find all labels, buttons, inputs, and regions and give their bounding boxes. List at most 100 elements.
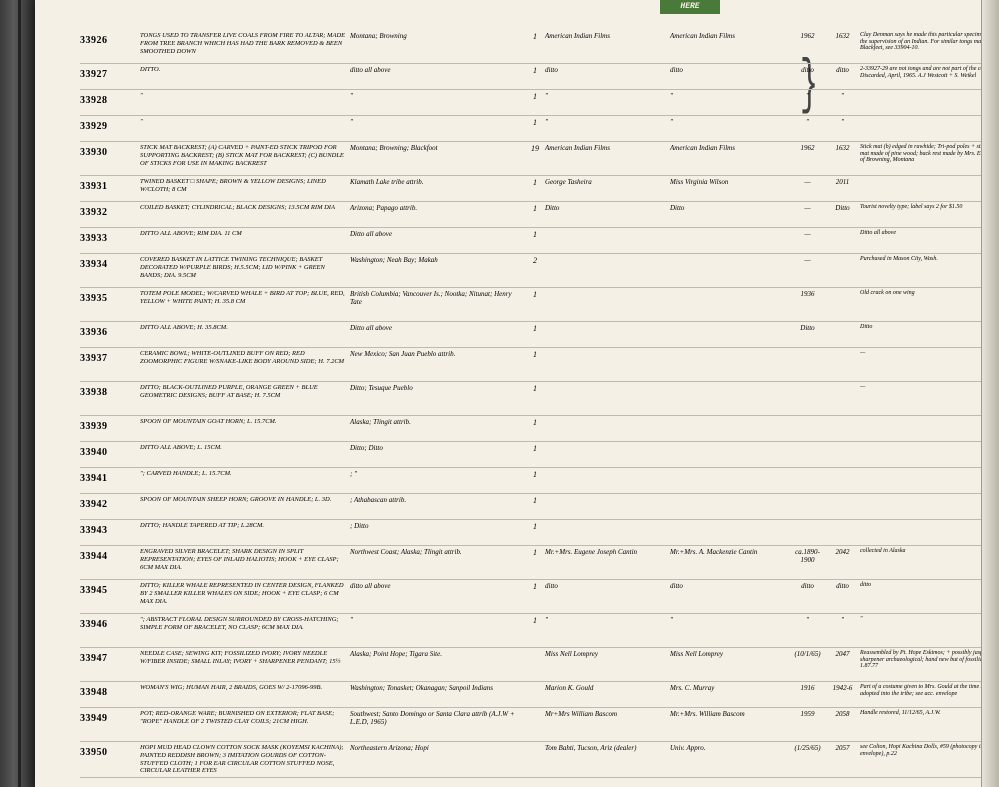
table-row: 33929""1"""" bbox=[80, 116, 999, 142]
notes: Clay Denman says he made this particular… bbox=[860, 32, 999, 52]
catalog-id: 33926 bbox=[80, 32, 140, 46]
notes: — bbox=[860, 350, 999, 357]
year1: 1962 bbox=[790, 32, 825, 40]
notes: Reassembled by Pt. Hope Eskimos; + possi… bbox=[860, 650, 999, 670]
collected-from: " bbox=[545, 616, 670, 624]
location: " bbox=[350, 118, 525, 126]
year2: " bbox=[825, 92, 860, 100]
year2: Ditto bbox=[825, 204, 860, 212]
collected-by: ditto bbox=[670, 66, 790, 74]
year2: " bbox=[825, 616, 860, 624]
table-row: 33930Stick mat backrest; (a) carved + pa… bbox=[80, 142, 999, 176]
catalog-id: 33930 bbox=[80, 144, 140, 158]
collected-from: American Indian Films bbox=[545, 144, 670, 152]
notes: 2-33927-29 are not tongs and are not par… bbox=[860, 66, 999, 79]
location: Ditto; Tesuque Pueblo bbox=[350, 384, 525, 392]
location: ; Athabascan attrib. bbox=[350, 496, 525, 504]
collected-by: ditto bbox=[670, 582, 790, 590]
catalog-id: 33932 bbox=[80, 204, 140, 218]
year1: ca.1890-1900 bbox=[790, 548, 825, 564]
year1: " bbox=[790, 92, 825, 100]
table-row: 33937Ceramic bowl; white-outlined buff o… bbox=[80, 348, 999, 382]
location: Ditto; Ditto bbox=[350, 444, 525, 452]
notes: Handle restored, 11/12/65, A.J.W. bbox=[860, 710, 999, 717]
location: Southwest; Santo Domingo or Santa Clara … bbox=[350, 710, 525, 727]
collected-by: Mr.+Mrs. William Bascom bbox=[670, 710, 790, 718]
collected-from: Tom Bahti, Tucson, Ariz (dealer) bbox=[545, 744, 670, 752]
location: Arizona; Papago attrib. bbox=[350, 204, 525, 212]
description: "; carved handle; L. 15.7cm. bbox=[140, 470, 350, 478]
table-row: 33947Needle case; sewing kit; fossilized… bbox=[80, 648, 999, 682]
collected-from: Miss Nell Lomprey bbox=[545, 650, 670, 658]
notes: Stick mat (b) edged in rawhide; Tri-pod … bbox=[860, 144, 999, 164]
description: Ceramic bowl; white-outlined buff on red… bbox=[140, 350, 350, 366]
table-row: 33945ditto; killer whale represented in … bbox=[80, 580, 999, 614]
catalog-id: 33941 bbox=[80, 470, 140, 484]
year1: — bbox=[790, 230, 825, 238]
description: Ditto; handle tapered at tip; L.28cm. bbox=[140, 522, 350, 530]
table-row: 33939Spoon of mountain goat horn; L. 15.… bbox=[80, 416, 999, 442]
description: " bbox=[140, 92, 350, 100]
collected-from: ditto bbox=[545, 582, 670, 590]
quantity: 19 bbox=[525, 144, 545, 153]
collected-by: Mr.+Mrs. A. Mackenzie Cantin bbox=[670, 548, 790, 556]
notes: Ditto all above bbox=[860, 230, 999, 237]
description: Totem pole model; w/carved whale + bird … bbox=[140, 290, 350, 306]
collected-by: American Indian Films bbox=[670, 144, 790, 152]
table-row: 33946"; abstract floral design surrounde… bbox=[80, 614, 999, 648]
quantity: 1 bbox=[525, 32, 545, 41]
location: Alaska; Tlingit attrib. bbox=[350, 418, 525, 426]
year2: 2042 bbox=[825, 548, 860, 556]
description: Ditto all above; L. 15cm. bbox=[140, 444, 350, 452]
notes: see Colton, Hopi Kachina Dolls, #59 (pho… bbox=[860, 744, 999, 757]
year1: — bbox=[790, 178, 825, 186]
quantity: 1 bbox=[525, 178, 545, 187]
location: ; " bbox=[350, 470, 525, 478]
catalog-id: 33927 bbox=[80, 66, 140, 80]
notes: Part of a costume given to Mrs. Gould at… bbox=[860, 684, 999, 697]
table-row: 33942Spoon of mountain sheep horn; groov… bbox=[80, 494, 999, 520]
collected-by: " bbox=[670, 616, 790, 624]
here-tab: HERE bbox=[660, 0, 720, 14]
location: Washington; Tonasket; Okanagan; Sanpoil … bbox=[350, 684, 525, 692]
year1: (1/25/65) bbox=[790, 744, 825, 752]
catalog-id: 33938 bbox=[80, 384, 140, 398]
table-row: 33949Pot; red-orange ware; burnished on … bbox=[80, 708, 999, 742]
description: Spoon of mountain goat horn; L. 15.7cm. bbox=[140, 418, 350, 426]
description: " bbox=[140, 118, 350, 126]
year1: 1916 bbox=[790, 684, 825, 692]
collected-from: Mr.+Mrs. Eugene Joseph Cantin bbox=[545, 548, 670, 556]
table-row: 33927ditto.ditto all above1dittodittodit… bbox=[80, 64, 999, 90]
quantity: 1 bbox=[525, 230, 545, 239]
year2: 1942-6 bbox=[825, 684, 860, 692]
catalog-id: 33944 bbox=[80, 548, 140, 562]
quantity: 1 bbox=[525, 66, 545, 75]
location: Northwest Coast; Alaska; Tlingit attrib. bbox=[350, 548, 525, 556]
table-row: 33928""1"""" bbox=[80, 90, 999, 116]
collected-by: Univ. Appro. bbox=[670, 744, 790, 752]
notes: Ditto bbox=[860, 324, 999, 331]
catalog-id: 33934 bbox=[80, 256, 140, 270]
year1: 1962 bbox=[790, 144, 825, 152]
description: Engraved silver bracelet; shark design i… bbox=[140, 548, 350, 571]
location: ; Ditto bbox=[350, 522, 525, 530]
catalog-id: 33946 bbox=[80, 616, 140, 630]
notes: Purchased in Mason City, Wash. bbox=[860, 256, 999, 263]
quantity: 1 bbox=[525, 522, 545, 531]
location: Ditto all above bbox=[350, 230, 525, 238]
description: ditto. bbox=[140, 66, 350, 74]
description: Ditto all above; rim dia. 11 cm bbox=[140, 230, 350, 238]
year1: " bbox=[790, 616, 825, 624]
description: Spoon of mountain sheep horn; groove in … bbox=[140, 496, 350, 504]
description: Coiled basket; cylindrical; black design… bbox=[140, 204, 350, 212]
table-row: 33933Ditto all above; rim dia. 11 cmDitt… bbox=[80, 228, 999, 254]
description: Stick mat backrest; (a) carved + paint-e… bbox=[140, 144, 350, 167]
table-row: 33950Hopi Mud Head Clown cotton sock mas… bbox=[80, 742, 999, 778]
collected-by: Miss Virginia Wilson bbox=[670, 178, 790, 186]
catalog-id: 33940 bbox=[80, 444, 140, 458]
ledger-page: HERE } 33926Tongs used to transfer live … bbox=[35, 0, 999, 787]
quantity: 1 bbox=[525, 444, 545, 453]
quantity: 2 bbox=[525, 256, 545, 265]
collected-from: " bbox=[545, 92, 670, 100]
table-row: 33943Ditto; handle tapered at tip; L.28c… bbox=[80, 520, 999, 546]
